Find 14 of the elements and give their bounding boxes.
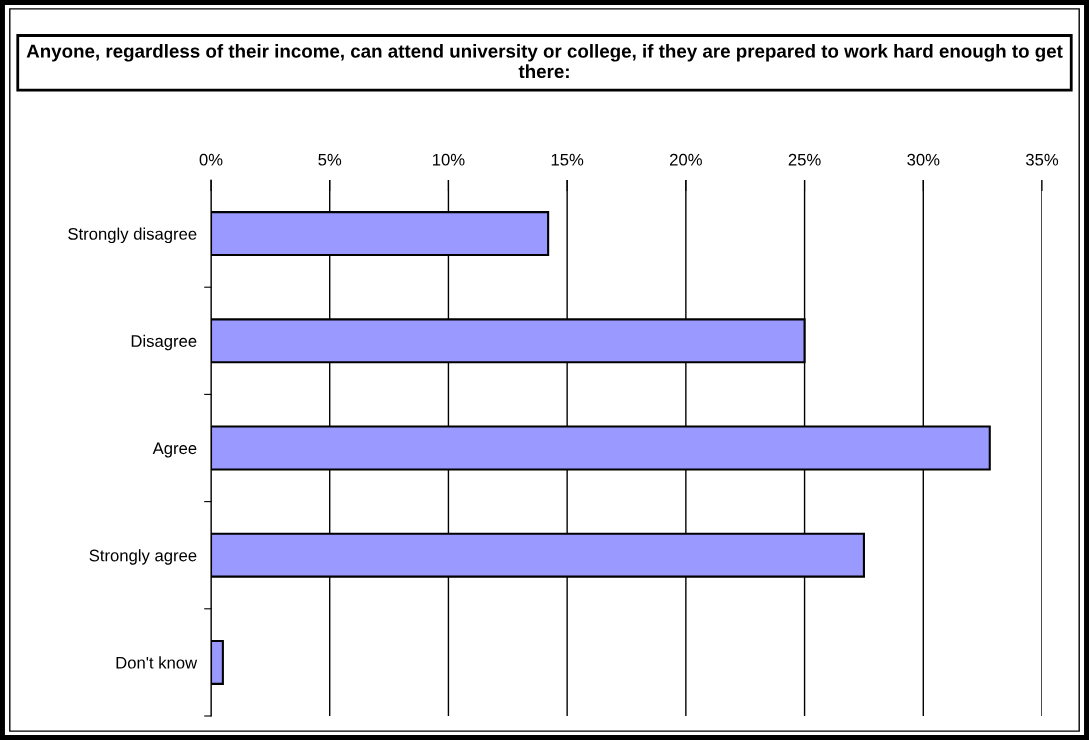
x-tick-label: 25% <box>788 153 821 166</box>
x-tick-label: 10% <box>433 153 465 166</box>
x-tick-label: 30% <box>907 153 940 166</box>
y-tick-label: Strongly disagree <box>68 227 197 244</box>
y-tick-label: Strongly agree <box>89 549 197 565</box>
x-tick-label: 0% <box>199 153 223 166</box>
x-tick-label: 5% <box>318 153 342 166</box>
y-tick-label: Agree <box>152 442 197 458</box>
y-tick-label: Don't know <box>116 656 198 669</box>
y-tick-label: Disagree <box>131 334 197 351</box>
x-tick-label: 20% <box>670 153 702 166</box>
x-tick-label: 35% <box>1025 153 1059 166</box>
x-tick-label: 15% <box>551 153 584 166</box>
chart-title: Anyone, regardless of their income, can attend university or college, if they are prepared to work hard enough to get there: <box>26 44 1063 79</box>
